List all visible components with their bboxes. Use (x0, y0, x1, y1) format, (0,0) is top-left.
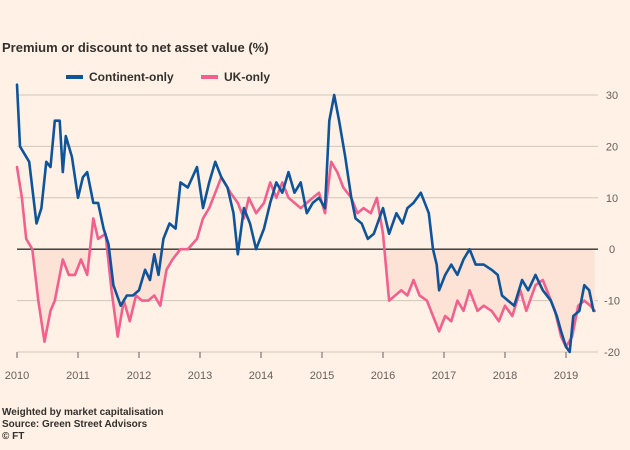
legend-label-uk-only: UK-only (224, 70, 270, 84)
footer-note: Weighted by market capitalisation (2, 407, 164, 418)
x-tick-label-2016: 2016 (371, 370, 395, 382)
x-tick-label-2014: 2014 (249, 370, 273, 382)
x-tick-label-2018: 2018 (493, 370, 517, 382)
y-tick-label-0: 0 (609, 244, 615, 256)
y-tick-label--10: -10 (604, 296, 620, 308)
x-tick-label-2010: 2010 (5, 370, 29, 382)
y-tick-label-30: 30 (606, 90, 618, 102)
chart-footer: Weighted by market capitalisation Source… (2, 407, 164, 443)
x-tick-label-2012: 2012 (127, 370, 151, 382)
chart-title: Premium or discount to net asset value (… (2, 40, 269, 55)
x-tick-label-2015: 2015 (310, 370, 334, 382)
legend-item-uk-only: UK-only (201, 70, 270, 84)
x-tick-label-2017: 2017 (432, 370, 456, 382)
legend-swatch-continent-only (66, 75, 83, 79)
x-tick-label-2019: 2019 (554, 370, 578, 382)
legend-swatch-uk-only (201, 75, 218, 79)
discount-area (17, 249, 595, 352)
legend-item-continent-only: Continent-only (66, 70, 174, 84)
y-tick-label-20: 20 (606, 141, 618, 153)
footer-source: Source: Green Street Advisors (2, 419, 148, 430)
legend-label-continent-only: Continent-only (89, 70, 174, 84)
footer-credit: © FT (2, 431, 25, 442)
series-line-uk-only (15, 160, 596, 349)
x-tick-label-2013: 2013 (188, 370, 212, 382)
y-tick-label--20: -20 (604, 347, 620, 359)
x-tick-label-2011: 2011 (66, 370, 90, 382)
y-tick-label-10: 10 (606, 193, 618, 205)
series-line-continent-only (15, 83, 595, 354)
legend: Continent-only UK-only (0, 70, 630, 88)
